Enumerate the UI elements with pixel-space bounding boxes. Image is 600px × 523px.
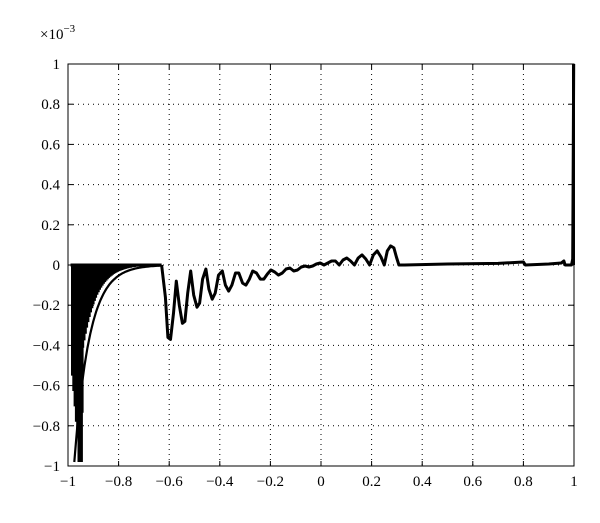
- x-tick-label: 0.2: [362, 474, 381, 490]
- x-tick-label: 0: [317, 474, 325, 490]
- y-tick-labels: −1 −0.8 −0.6 −0.4 −0.2 0 0.2 0.4 0.6 0.8 1: [33, 57, 61, 475]
- series-band-left: [70, 263, 163, 463]
- x-tick-label: 1: [570, 474, 578, 490]
- x-tick-label: −0.4: [206, 474, 234, 490]
- y-tick-label: 0.2: [41, 218, 60, 234]
- plot-frame: [67, 63, 575, 467]
- y-tick-label: 0.4: [41, 178, 60, 194]
- y-tick-label: −0.8: [33, 419, 60, 435]
- y-scale-exponent-sup: −3: [63, 23, 75, 35]
- y-scale-exponent: ×10−3: [40, 23, 76, 43]
- y-tick-label: −0.2: [33, 298, 60, 314]
- y-tick-label: −0.6: [33, 379, 61, 395]
- x-tick-label: 0.8: [514, 474, 533, 490]
- y-tick-label: −1: [44, 459, 60, 475]
- band-envelope: [73, 264, 162, 463]
- x-tick-label: −0.6: [156, 474, 184, 490]
- x-tick-label: 0.4: [413, 474, 432, 490]
- y-tick-label: 0.6: [41, 137, 60, 153]
- series-line: [160, 63, 576, 341]
- y-tick-label: 1: [53, 57, 61, 73]
- x-tick-label: 0.6: [463, 474, 482, 490]
- x-tick-label: −0.8: [105, 474, 132, 490]
- y-tick-label: 0: [53, 258, 61, 274]
- y-tick-label: −0.4: [33, 338, 61, 354]
- x-tick-label: −0.2: [257, 474, 284, 490]
- y-tick-label: 0.8: [41, 97, 60, 113]
- x-tick-labels: −1 −0.8 −0.6 −0.4 −0.2 0 0.2 0.4 0.6 0.8 1: [60, 474, 578, 490]
- x-tick-label: −1: [60, 474, 76, 490]
